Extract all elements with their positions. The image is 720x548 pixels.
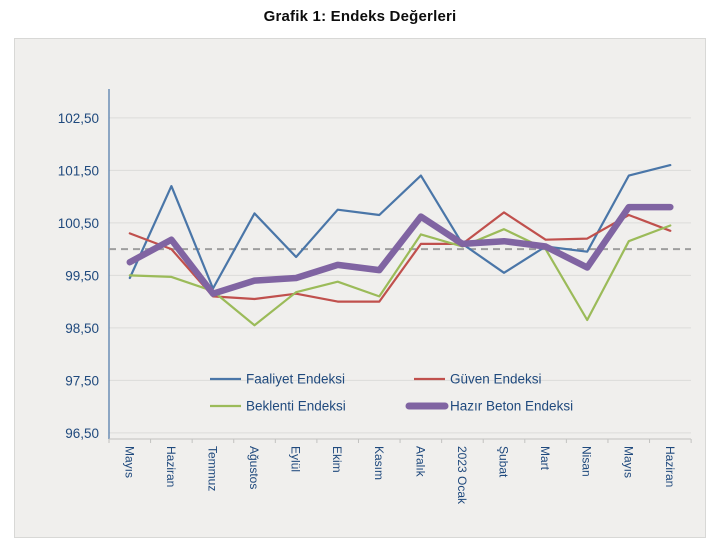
y-tick-label: 98,50 [65,321,99,336]
x-tick-label: Ağustos [247,446,261,489]
x-tick-label: Nisan [580,446,594,477]
series-line-haz-r-beton-endeksi [126,203,674,297]
x-tick-label: Mart [538,446,552,471]
chart-title: Grafik 1: Endeks Değerleri [263,8,457,25]
x-tick-label: Haziran [663,446,677,487]
x-tick-label: 2023 Ocak [455,446,469,505]
index-chart-svg: 102,50 101,50 100,50 99,50 98,50 97,50 96,50 Ma… [58,89,692,505]
legend-label: Güven Endeksi [450,372,542,387]
series-line-beklenti-endeksi [128,224,672,327]
x-tick-label: Eylül [289,446,303,472]
x-tick-label: Ekim [330,446,344,473]
y-tick-label: 100,50 [58,216,99,231]
series-line-faaliyet-endeksi [128,163,672,290]
x-tick-label: Temmuz [205,446,219,491]
legend-label: Beklenti Endeksi [246,399,346,414]
legend-label: Hazır Beton Endeksi [450,399,573,414]
y-tick-label: 97,50 [65,373,99,388]
y-tick-label: 101,50 [58,163,99,178]
y-tick-label: 99,50 [65,268,99,283]
y-tick-label: 102,50 [58,111,99,126]
y-tick-label: 96,50 [65,426,99,441]
x-tick-label: Aralık [413,446,427,478]
legend-label: Faaliyet Endeksi [246,372,345,387]
x-tick-label: Haziran [164,446,178,487]
x-tick-label: Kasım [372,446,386,480]
chart-area: 102,50 101,50 100,50 99,50 98,50 97,50 96,50 Ma… [14,38,706,538]
x-tick-label: Şubat [497,446,511,478]
x-tick-label: Mayıs [621,446,635,478]
x-tick-label: Mayıs [122,446,136,478]
